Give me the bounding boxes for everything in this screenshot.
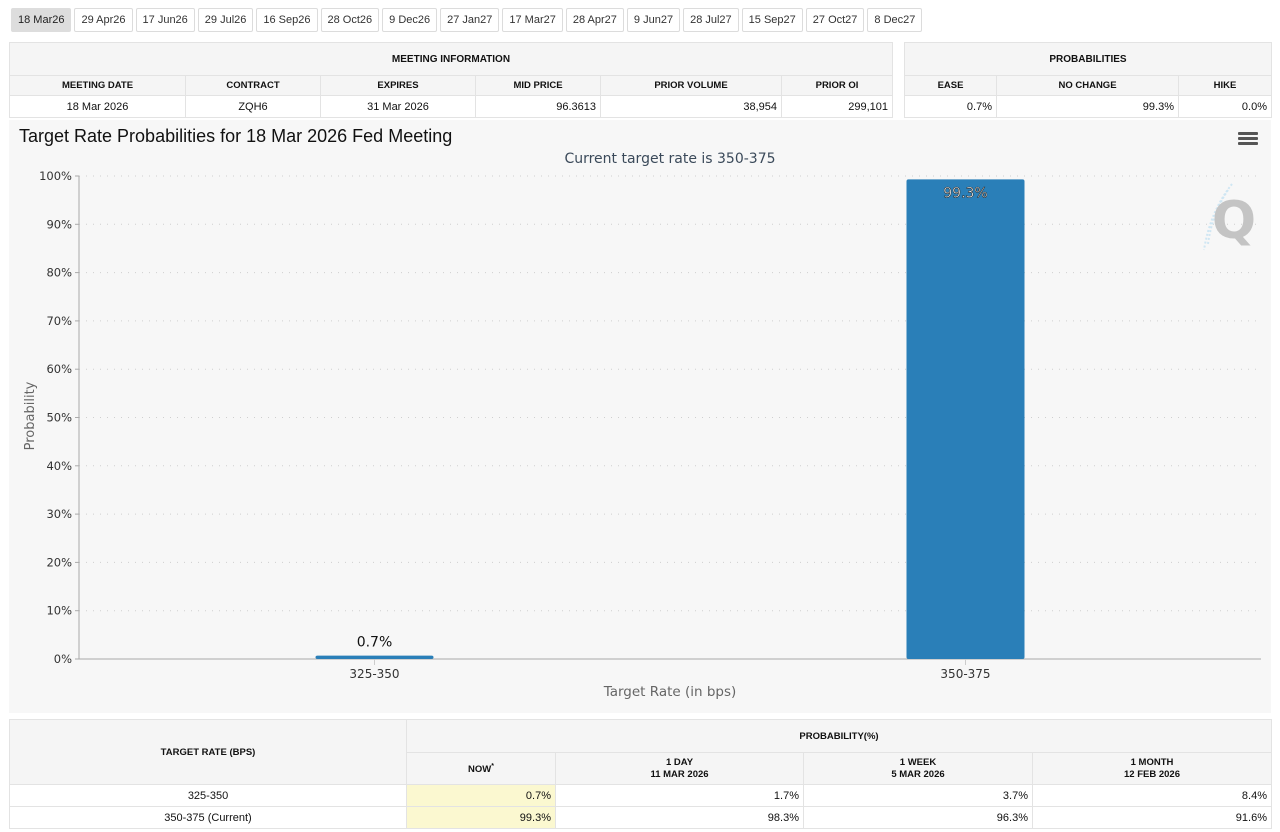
bar-325-350 [315, 655, 434, 659]
meeting-tab[interactable]: 17 Mar27 [502, 8, 563, 32]
meeting-information-table: MEETING INFORMATION MEETING DATE CONTRAC… [9, 42, 893, 118]
chart-panel: 0% 10% 20% 30% 40% 50% 60% 70% 80% 90% 100% 0.7% 99… [9, 120, 1271, 713]
no-change-value: 99.3% [996, 95, 1179, 118]
col-header-1-week: 1 WEEK 5 MAR 2026 [803, 752, 1033, 785]
meeting-tab[interactable]: 17 Jun26 [135, 8, 195, 32]
meeting-tab[interactable]: 8 Dec27 [867, 8, 923, 32]
chart-subtitle: Current target rate is 350-375 [564, 151, 776, 167]
meeting-tab[interactable]: 9 Dec26 [382, 8, 438, 32]
prob-1-month: 91.6% [1032, 806, 1272, 829]
bars: 0.7% 99.3% [315, 179, 1025, 660]
bar-350-375 [906, 179, 1025, 660]
meeting-tab[interactable]: 28 Jul27 [683, 8, 739, 32]
col-header-1-month: 1 MONTH 12 FEB 2026 [1032, 752, 1272, 785]
expires: 31 Mar 2026 [320, 95, 476, 118]
table-row: 325-350 0.7% 1.7% 3.7% 8.4% [9, 784, 1272, 807]
contract: ZQH6 [185, 95, 321, 118]
col-header: MEETING DATE [9, 75, 186, 96]
meeting-tab[interactable]: 28 Oct26 [320, 8, 380, 32]
meeting-tab[interactable]: 16 Sep26 [256, 8, 318, 32]
y-tick-labels: 0% 10% 20% 30% 40% 50% 60% 70% 80% 90% 100% [39, 169, 79, 666]
prob-1-week: 96.3% [803, 806, 1033, 829]
y-tick-label: 70% [46, 314, 72, 328]
probability-chart: 0% 10% 20% 30% 40% 50% 60% 70% 80% 90% 100% 0.7% 99… [23, 169, 1261, 700]
col-header: CONTRACT [185, 75, 321, 96]
col-header: NO CHANGE [996, 75, 1179, 96]
y-axis-label: Probability [23, 381, 38, 450]
prob-now: 0.7% [406, 784, 556, 807]
y-tick-label: 90% [46, 217, 72, 231]
col-header: EASE [904, 75, 997, 96]
meeting-tab[interactable]: 29 Jul26 [197, 8, 254, 32]
y-tick-label: 30% [46, 507, 72, 521]
meeting-tab[interactable]: 9 Jun27 [626, 8, 681, 32]
data-label: 0.7% [357, 635, 393, 651]
prob-1-day: 98.3% [555, 806, 804, 829]
y-tick-label: 50% [46, 411, 72, 425]
prob-1-week: 3.7% [803, 784, 1033, 807]
probabilities-table: PROBABILITIES EASE NO CHANGE HIKE 0.7% 9… [904, 42, 1272, 118]
meeting-tab[interactable]: 15 Sep27 [741, 8, 803, 32]
y-tick-label: 60% [46, 362, 72, 376]
target-rate-header: TARGET RATE (BPS) [9, 719, 407, 785]
col-header: PRIOR VOLUME [600, 75, 782, 96]
meeting-date: 18 Mar 2026 [9, 95, 186, 118]
prob-now: 99.3% [406, 806, 556, 829]
hamburger-menu-icon[interactable] [1238, 132, 1258, 148]
meeting-tab[interactable]: 18 Mar26 [11, 8, 72, 32]
meeting-tab[interactable]: 29 Apr26 [74, 8, 133, 32]
prob-1-day: 1.7% [555, 784, 804, 807]
table-row: 350-375 (Current) 99.3% 98.3% 96.3% 91.6… [9, 806, 1272, 829]
col-header: HIKE [1178, 75, 1272, 96]
target-rate: 325-350 [9, 784, 407, 807]
prior-oi: 299,101 [781, 95, 893, 118]
svg-text:Q: Q [1212, 191, 1256, 251]
prob-1-month: 8.4% [1032, 784, 1272, 807]
target-rate: 350-375 (Current) [9, 806, 407, 829]
y-tick-label: 40% [46, 459, 72, 473]
x-axis-label: Target Rate (in bps) [603, 684, 737, 700]
meeting-information-title: MEETING INFORMATION [9, 42, 893, 76]
chart-title: Target Rate Probabilities for 18 Mar 202… [19, 126, 453, 146]
col-header: MID PRICE [475, 75, 601, 96]
x-tick-label: 325-350 [349, 667, 399, 681]
x-tick-label: 350-375 [940, 667, 990, 681]
grid-lines [79, 175, 1261, 612]
y-tick-label: 100% [39, 169, 72, 183]
target-rate-probability-table: TARGET RATE (BPS) PROBABILITY(%) NOW* 1 … [9, 719, 1272, 829]
col-header: EXPIRES [320, 75, 476, 96]
mid-price: 96.3613 [475, 95, 601, 118]
q-logo-watermark-icon: Q [1203, 183, 1256, 251]
y-tick-label: 10% [46, 604, 72, 618]
probability-header: PROBABILITY(%) [406, 719, 1272, 753]
meeting-tab[interactable]: 27 Jan27 [440, 8, 500, 32]
data-label: 99.3% [943, 185, 987, 201]
col-header: PRIOR OI [781, 75, 893, 96]
x-tick-labels: 325-350 350-375 [349, 659, 991, 681]
col-header-1-day: 1 DAY 11 MAR 2026 [555, 752, 804, 785]
ease-value: 0.7% [904, 95, 997, 118]
meeting-tabs: 18 Mar26 29 Apr26 17 Jun26 29 Jul26 16 S… [11, 8, 923, 32]
hike-value: 0.0% [1178, 95, 1272, 118]
y-tick-label: 80% [46, 266, 72, 280]
y-tick-label: 20% [46, 555, 72, 569]
meeting-tab[interactable]: 27 Oct27 [805, 8, 865, 32]
prior-volume: 38,954 [600, 95, 782, 118]
y-tick-label: 0% [54, 652, 72, 666]
probabilities-title: PROBABILITIES [904, 42, 1272, 76]
col-header-now: NOW* [406, 752, 556, 785]
meeting-tab[interactable]: 28 Apr27 [565, 8, 624, 32]
